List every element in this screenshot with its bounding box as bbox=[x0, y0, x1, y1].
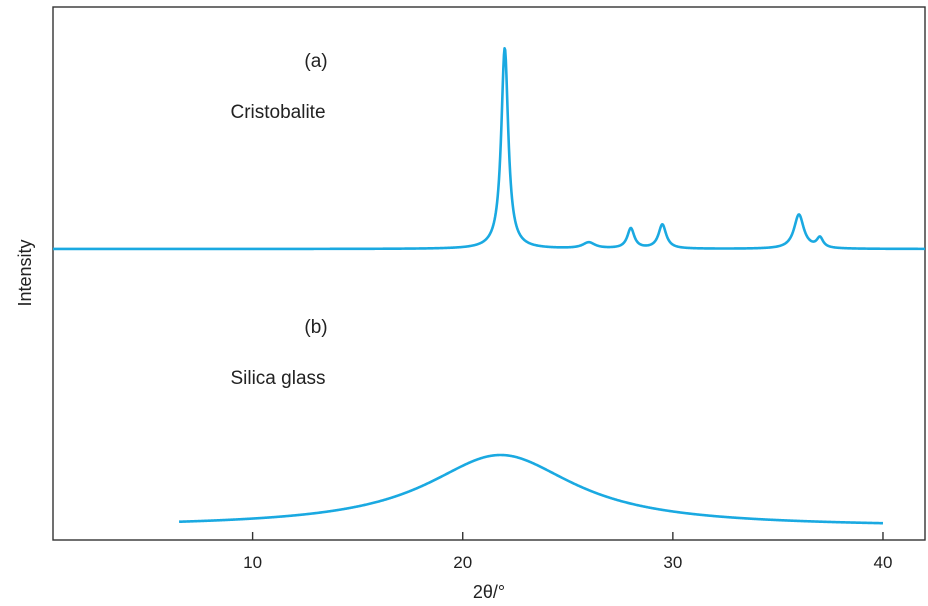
x-tick-label: 20 bbox=[453, 553, 472, 572]
series-line-silica-glass bbox=[178, 453, 884, 525]
x-tick-label: 30 bbox=[663, 553, 682, 572]
panel-label-b: (b) bbox=[304, 317, 327, 338]
x-axis-ticks: 10 20 30 40 bbox=[243, 532, 892, 572]
panel-label-a: (a) bbox=[304, 51, 327, 72]
annotation-silica-glass: Silica glass bbox=[230, 368, 325, 389]
x-tick-label: 40 bbox=[874, 553, 893, 572]
plot-frame bbox=[52, 6, 926, 541]
y-axis-title: Intensity bbox=[15, 239, 35, 306]
series-line-cristobalite bbox=[52, 47, 926, 251]
annotation-cristobalite: Cristobalite bbox=[230, 102, 325, 123]
x-axis-title: 2θ/° bbox=[473, 582, 505, 602]
x-tick-label: 10 bbox=[243, 553, 262, 572]
